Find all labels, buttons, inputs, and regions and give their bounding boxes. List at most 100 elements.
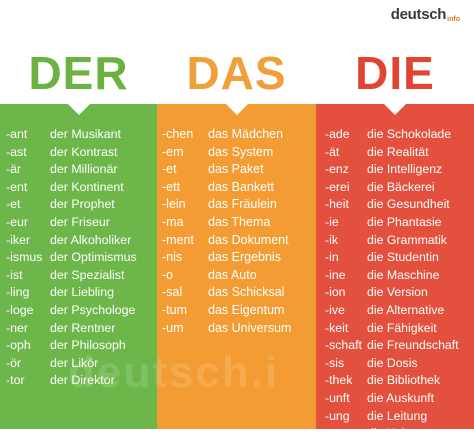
logo-suffix: info <box>447 15 460 23</box>
suffix-label: -ur <box>325 426 341 441</box>
list-item: -ist der Spezialist <box>0 267 157 285</box>
example-word: das Eigentum <box>208 302 285 317</box>
list-item: -ur die Kultur <box>316 425 474 443</box>
suffix-label: -enz <box>325 162 349 177</box>
suffix-label: -o <box>162 267 174 282</box>
example-word: die Leitung <box>367 408 428 423</box>
list-item: -ion die Version <box>316 284 474 302</box>
example-word: das Fräulein <box>208 197 277 212</box>
suffix-label: -tor <box>6 373 25 388</box>
example-word: das Schicksal <box>208 285 285 300</box>
suffix-label: -ment <box>162 232 194 247</box>
list-item: -ade die Schokolade <box>316 126 474 144</box>
example-word: der Alkoholiker <box>50 232 132 247</box>
article-headings: DER DAS DIE <box>0 48 474 98</box>
example-word: die Auskunft <box>367 390 434 405</box>
list-item: -in die Studentin <box>316 249 474 267</box>
list-item: -är der Millionär <box>0 161 157 179</box>
der-list: -ant der Musikant -ast der Kontrast -är der M… <box>0 126 157 390</box>
logo-text: deutsch <box>390 6 447 23</box>
example-word: das Bankett <box>208 179 275 194</box>
example-word: der Kontrast <box>50 144 118 159</box>
list-item: -ik die Grammatik <box>316 232 474 250</box>
list-item: -et der Prophet <box>0 196 157 214</box>
list-item: -ine die Maschine <box>316 267 474 285</box>
list-item: -lein das Fräulein <box>157 196 316 214</box>
suffix-label: -iker <box>6 232 31 247</box>
suffix-label: -thek <box>325 373 353 388</box>
list-item: -tor der Direktor <box>0 372 157 390</box>
example-word: die Intelligenz <box>367 162 443 177</box>
suffix-label: -ät <box>325 144 340 159</box>
example-word: der Millionär <box>50 162 118 177</box>
example-word: die Schokolade <box>367 127 452 141</box>
suffix-label: -heit <box>325 197 349 212</box>
suffix-label: -eur <box>6 214 29 229</box>
example-word: die Kultur <box>367 426 419 441</box>
suffix-label: -em <box>162 144 184 159</box>
list-item: -ive die Alternative <box>316 302 474 320</box>
suffix-label: -schaft <box>325 338 362 353</box>
der-column: -ant der Musikant -ast der Kontrast -är der M… <box>0 104 157 429</box>
list-item: -unft die Auskunft <box>316 390 474 408</box>
suffix-label: -är <box>6 162 22 177</box>
das-column: -chen das Mädchen -em das System -et das Pake… <box>157 104 316 429</box>
list-item: -ie die Phantasie <box>316 214 474 232</box>
heading-das: DAS <box>186 47 287 99</box>
example-word: der Prophet <box>50 197 115 212</box>
suffix-label: -chen <box>162 127 194 141</box>
list-item: -iker der Alkoholiker <box>0 232 157 250</box>
suffix-label: -ismus <box>6 250 43 265</box>
list-item: -ling der Liebling <box>0 284 157 302</box>
example-word: der Direktor <box>50 373 115 388</box>
list-item: -keit die Fähigkeit <box>316 320 474 338</box>
example-word: die Fähigkeit <box>367 320 437 335</box>
list-item: -heit die Gesundheit <box>316 196 474 214</box>
example-word: die Freundschaft <box>367 338 459 353</box>
arrow-notch <box>384 104 406 115</box>
list-item: -chen das Mädchen <box>157 126 316 144</box>
list-item: -loge der Psychologe <box>0 302 157 320</box>
example-word: das Mädchen <box>208 127 284 141</box>
suffix-label: -ion <box>325 285 346 300</box>
suffix-label: -ma <box>162 214 184 229</box>
example-word: das Thema <box>208 214 271 229</box>
list-item: -ast der Kontrast <box>0 144 157 162</box>
suffix-label: -ent <box>6 179 28 194</box>
example-word: das System <box>208 144 274 159</box>
list-item: -tum das Eigentum <box>157 302 316 320</box>
suffix-label: -ine <box>325 267 346 282</box>
suffix-label: -keit <box>325 320 349 335</box>
example-word: der Philosoph <box>50 338 126 353</box>
suffix-label: -ive <box>325 302 345 317</box>
example-word: die Phantasie <box>367 214 442 229</box>
example-word: das Universum <box>208 320 292 335</box>
list-item: -erei die Bäckerei <box>316 179 474 197</box>
list-item: -ett das Bankett <box>157 179 316 197</box>
suffix-label: -et <box>162 162 177 177</box>
example-word: der Musikant <box>50 127 121 141</box>
example-word: die Bäckerei <box>367 179 435 194</box>
example-word: die Version <box>367 285 428 300</box>
example-word: die Gesundheit <box>367 197 450 212</box>
example-word: das Dokument <box>208 232 289 247</box>
example-word: das Auto <box>208 267 257 282</box>
suffix-label: -in <box>325 250 339 265</box>
list-item: -o das Auto <box>157 267 316 285</box>
suffix-label: -ett <box>162 179 181 194</box>
suffix-label: -ik <box>325 232 338 247</box>
suffix-label: -nis <box>162 250 183 265</box>
example-word: der Likör <box>50 355 99 370</box>
example-word: die Bibliothek <box>367 373 441 388</box>
list-item: -ät die Realität <box>316 144 474 162</box>
suffix-label: -ör <box>6 355 22 370</box>
list-item: -enz die Intelligenz <box>316 161 474 179</box>
list-item: -ent der Kontinent <box>0 179 157 197</box>
suffix-label: -erei <box>325 179 350 194</box>
arrow-notch <box>67 104 90 115</box>
suffix-label: -sal <box>162 285 183 300</box>
suffix-label: -unft <box>325 390 350 405</box>
list-item: -ment das Dokument <box>157 232 316 250</box>
example-word: die Dosis <box>367 355 418 370</box>
arrow-notch <box>225 104 248 115</box>
